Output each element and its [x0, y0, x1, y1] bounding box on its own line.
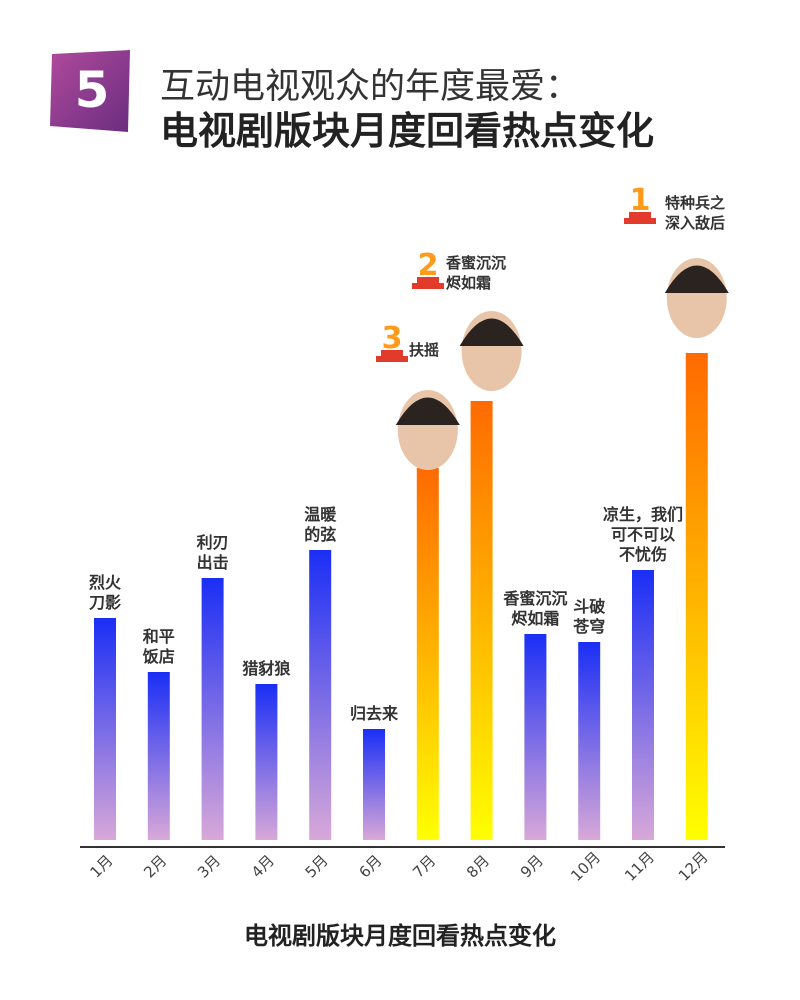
x-tick-label: 12月 [675, 848, 712, 885]
section-number-badge [50, 50, 130, 132]
bar-11 [632, 570, 654, 840]
bar-label: 的弦 [304, 525, 336, 544]
bar-1 [94, 618, 116, 840]
bar-label: 香蜜沉沉 [502, 589, 567, 608]
x-tick-label: 9月 [517, 851, 547, 881]
bar-7 [416, 468, 439, 840]
bar-4 [255, 684, 278, 840]
rank-number: 1 [630, 183, 651, 218]
page-subtitle: 电视剧版块月度回看热点变化 [160, 109, 655, 153]
bar-label: 凉生，我们 [603, 505, 683, 524]
x-tick-label: 2月 [140, 851, 170, 881]
bar-label: 饭店 [142, 647, 175, 666]
bar-2 [147, 672, 170, 840]
bar-label: 斗破 [573, 597, 605, 616]
rank-badge-3 [376, 350, 408, 362]
bar-label: 温暖 [303, 505, 337, 524]
x-tick-label: 7月 [409, 851, 439, 881]
bar-3 [201, 578, 224, 840]
x-tick-label: 10月 [567, 848, 604, 885]
bar-label: 刀影 [89, 593, 121, 612]
bar-label: 利刃 [197, 533, 229, 552]
x-tick-label: 4月 [248, 851, 278, 881]
chart-title: 电视剧版块月度回看热点变化 [244, 922, 556, 950]
bar-label: 香蜜沉沉 [446, 254, 506, 272]
bar-label: 烬如霜 [446, 274, 491, 292]
bar-label: 烈火 [89, 573, 122, 592]
rank-number: 3 [382, 321, 403, 356]
bar-label: 和平 [143, 627, 175, 646]
rank-badge-1 [624, 212, 656, 224]
bar-6 [363, 729, 385, 840]
rank-number: 2 [418, 248, 439, 283]
x-tick-label: 3月 [194, 851, 224, 881]
x-tick-label: 11月 [621, 848, 658, 885]
x-tick-label: 5月 [302, 851, 332, 881]
bar-label: 扶摇 [409, 341, 439, 359]
bar-label: 出击 [197, 553, 229, 572]
bar-label: 深入敌后 [665, 214, 725, 232]
bar-label: 归去来 [350, 704, 399, 723]
actor-photo [664, 258, 729, 338]
header: 5 互动电视观众的年度最爱： 电视剧版块月度回看热点变化 [0, 0, 800, 153]
x-tick-label: 1月 [86, 851, 116, 881]
page-title: 互动电视观众的年度最爱： [160, 67, 581, 107]
bar-label: 苍穹 [572, 617, 605, 636]
bar-9 [524, 634, 547, 840]
bar-5 [309, 550, 332, 840]
bar-label: 可不可以 [611, 525, 675, 544]
bar-label: 烬如霜 [511, 609, 559, 628]
bar-8 [470, 401, 493, 840]
bar-10 [578, 642, 601, 840]
bar-label: 特种兵之 [665, 194, 725, 212]
bar-label: 猎豺狼 [242, 659, 290, 678]
actor-photo [395, 390, 460, 470]
bar-12 [685, 353, 708, 840]
x-tick-label: 6月 [355, 851, 385, 881]
rank-badge-2 [412, 277, 444, 289]
x-tick-label: 8月 [463, 851, 493, 881]
section-number: 5 [74, 61, 110, 119]
actor-photo [459, 311, 524, 391]
bar-label: 不忧伤 [619, 545, 667, 564]
